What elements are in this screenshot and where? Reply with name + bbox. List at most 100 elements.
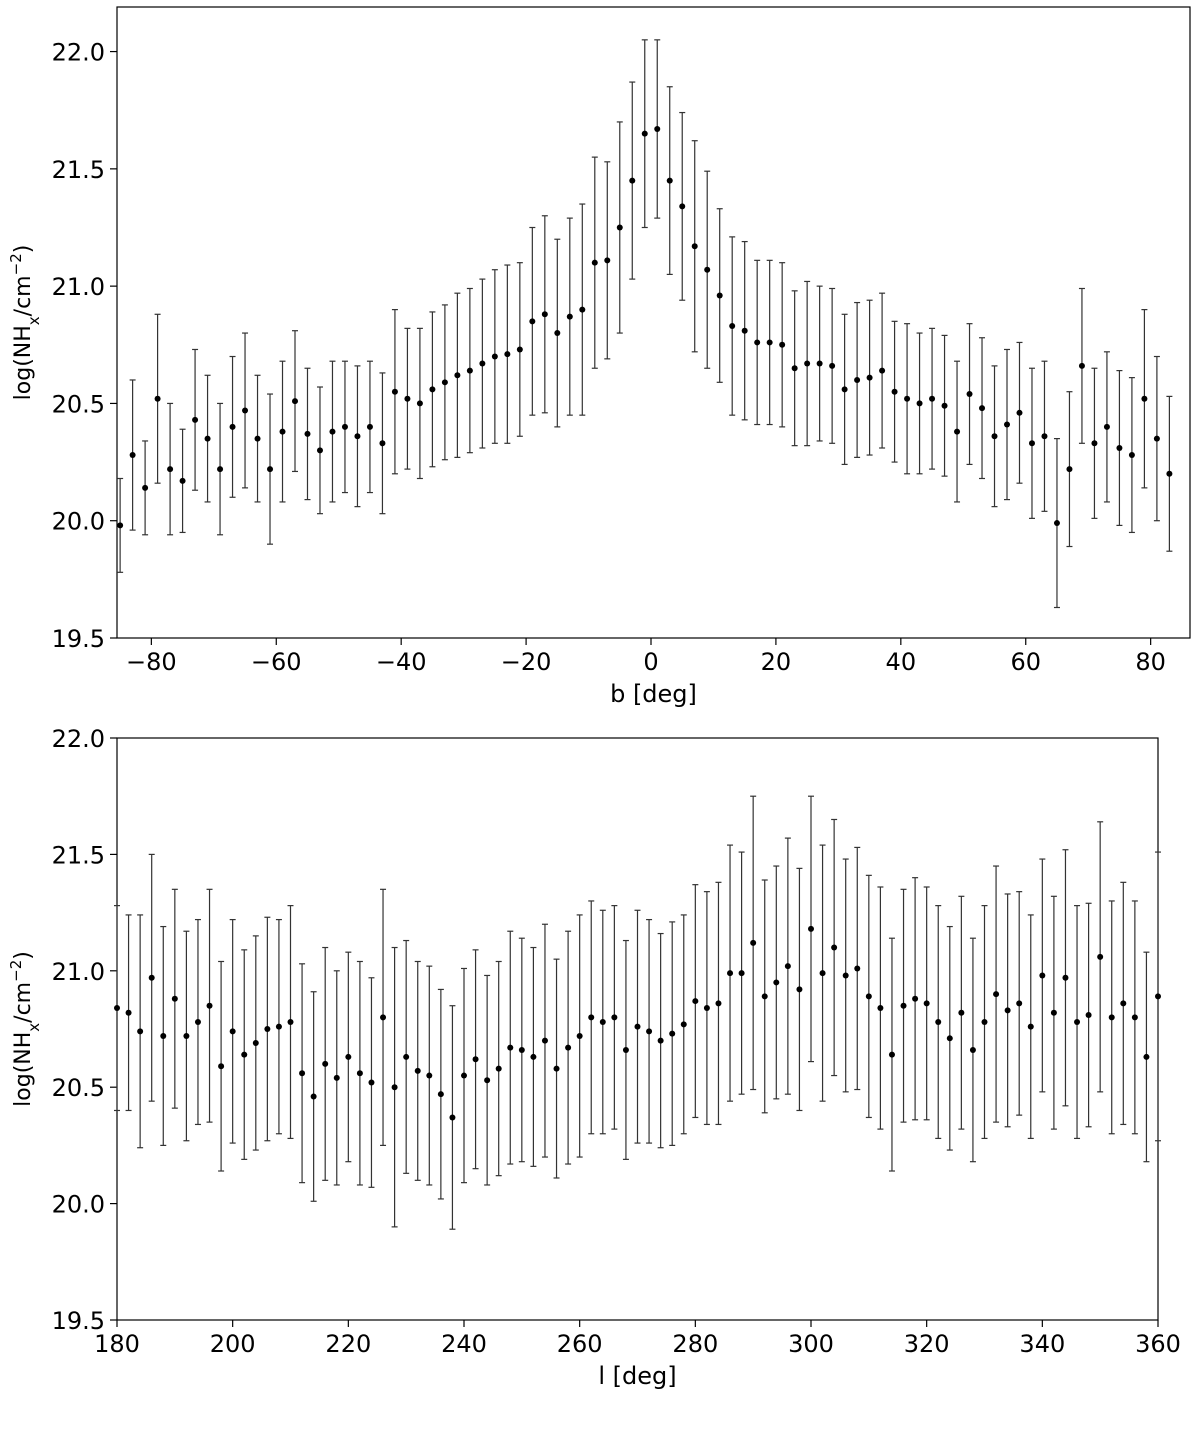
y-axis-label-part: −2 — [7, 960, 25, 982]
data-point — [114, 1005, 120, 1012]
error-bar — [576, 914, 583, 1158]
error-bar — [329, 360, 336, 503]
data-point — [1103, 423, 1110, 430]
data-point — [1016, 409, 1023, 416]
error-bar — [599, 909, 606, 1135]
data-point — [254, 435, 261, 442]
data-point — [841, 386, 848, 393]
y-tick-label: 21.0 — [52, 273, 105, 301]
error-bar — [912, 877, 919, 1121]
error-bar — [449, 1005, 456, 1230]
error-bar — [842, 858, 849, 1093]
y-tick-label: 21.5 — [52, 156, 105, 184]
data-point — [877, 1005, 884, 1012]
data-point — [680, 1021, 687, 1028]
data-point — [1066, 466, 1073, 473]
data-point — [1027, 1023, 1034, 1030]
error-bar — [553, 958, 560, 1179]
data-point — [666, 177, 673, 184]
data-point — [941, 402, 948, 409]
error-bar — [654, 39, 661, 219]
data-point — [1131, 1014, 1138, 1021]
error-bar — [316, 386, 323, 515]
error-bar — [866, 299, 873, 456]
data-point — [142, 484, 149, 491]
error-bar — [691, 140, 698, 353]
data-point — [888, 1051, 895, 1058]
data-point — [1074, 1019, 1081, 1026]
error-bar — [566, 217, 573, 416]
data-point — [912, 995, 919, 1002]
error-bar — [366, 360, 373, 494]
error-bar — [1004, 348, 1011, 501]
error-bar — [404, 327, 411, 470]
data-point — [599, 1019, 606, 1026]
x-tick-label: 260 — [557, 1330, 603, 1358]
error-bar — [1050, 895, 1057, 1130]
plot-frame — [116, 6, 1191, 639]
error-bar — [391, 946, 398, 1228]
error-bar — [441, 304, 448, 461]
y-axis-label-part: x — [25, 316, 43, 325]
y-tick-label: 20.0 — [52, 1191, 105, 1219]
data-point — [579, 306, 586, 313]
error-bar — [680, 914, 687, 1135]
data-point — [1097, 953, 1104, 960]
data-point — [1108, 1014, 1115, 1021]
error-bar — [275, 918, 282, 1135]
error-bar — [666, 86, 673, 276]
data-point — [391, 388, 398, 395]
data-point — [329, 428, 336, 435]
data-point — [333, 1074, 340, 1081]
error-bar — [879, 292, 886, 449]
error-bar — [192, 348, 199, 491]
x-tick-label: 80 — [1135, 648, 1166, 676]
data-point — [194, 1019, 201, 1026]
data-point — [966, 391, 973, 398]
error-bar — [916, 332, 923, 475]
error-bar — [414, 960, 421, 1181]
x-tick-label: −20 — [501, 648, 552, 676]
error-bar — [1027, 914, 1034, 1140]
x-tick-label: −40 — [376, 648, 427, 676]
y-axis-label-part: /cm — [11, 982, 36, 1023]
data-point — [654, 125, 661, 132]
data-point — [842, 972, 849, 979]
data-point — [426, 1072, 433, 1079]
data-point — [704, 266, 711, 273]
data-point — [854, 965, 861, 972]
error-bar — [333, 970, 340, 1186]
error-bar — [1128, 377, 1135, 534]
error-bar — [1155, 851, 1161, 1142]
error-bar — [194, 918, 201, 1126]
error-bar — [310, 991, 317, 1202]
error-bar — [379, 372, 386, 515]
error-bar — [854, 301, 861, 458]
x-tick-label: 280 — [672, 1330, 718, 1358]
data-point — [1143, 1053, 1150, 1060]
x-tick-label: −80 — [126, 648, 177, 676]
error-bar — [1153, 355, 1160, 522]
data-point — [218, 1063, 225, 1070]
y-axis-label-part: log(NH — [11, 1032, 36, 1107]
data-point — [1039, 972, 1046, 979]
data-point — [804, 360, 811, 367]
data-point — [1041, 433, 1048, 440]
data-point — [1004, 1007, 1011, 1014]
x-tick-label: 0 — [643, 648, 658, 676]
error-bar — [784, 837, 791, 1095]
error-bar — [1074, 905, 1081, 1140]
data-point — [1085, 1012, 1092, 1019]
data-point — [669, 1030, 676, 1037]
data-point — [292, 398, 299, 405]
error-bar — [554, 238, 561, 428]
y-axis-label-part: log(NH — [11, 325, 36, 400]
data-point — [1153, 435, 1160, 442]
data-point — [796, 986, 803, 993]
error-bar — [727, 844, 734, 1102]
data-point — [217, 466, 224, 473]
error-bar — [368, 977, 375, 1188]
error-bar — [588, 900, 595, 1135]
error-bar — [904, 323, 911, 475]
